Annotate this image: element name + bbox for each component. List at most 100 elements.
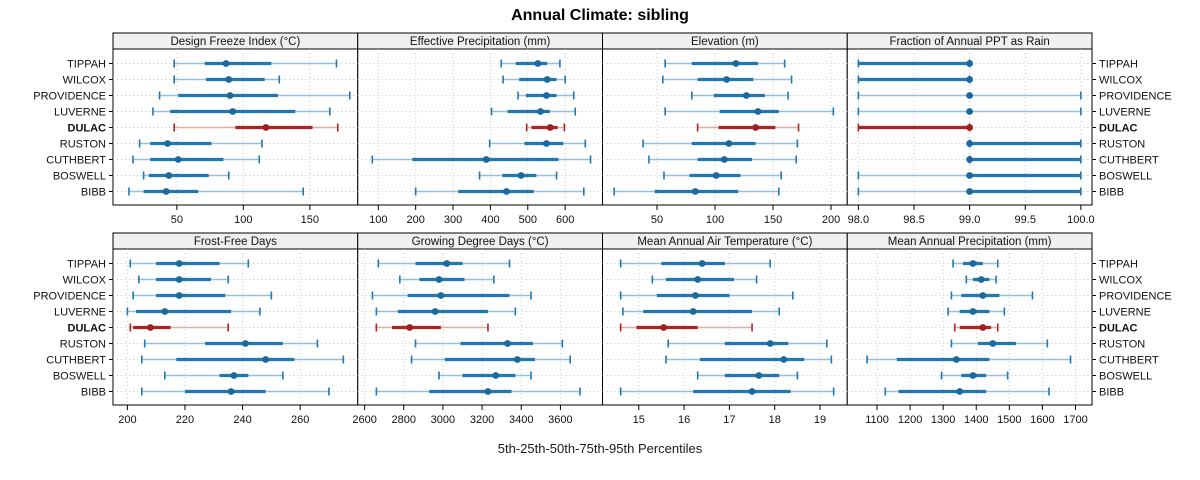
median-dot (174, 156, 182, 163)
series-cuthbert (371, 155, 592, 164)
x-tick-label: 200 (118, 414, 136, 426)
median-dot (969, 372, 977, 379)
median-dot (262, 124, 270, 131)
row-label-left-wilcox: WILCOX (63, 275, 107, 287)
series-wilcox (965, 275, 997, 284)
median-dot (977, 276, 985, 283)
median-dot (979, 292, 987, 299)
median-dot (227, 388, 235, 395)
row-label-left-tippah: TIPPAH (67, 59, 106, 71)
panel-title: Mean Annual Precipitation (mm) (888, 236, 1052, 248)
median-dot (534, 60, 542, 67)
series-wilcox (502, 75, 566, 84)
row-label-left-boswell: BOSWELL (53, 371, 106, 383)
panel-title: Elevation (m) (691, 36, 759, 48)
x-tick-label: 300 (444, 214, 462, 226)
series-ruston (966, 139, 1082, 148)
median-dot (513, 356, 521, 363)
series-cuthbert (966, 155, 1082, 164)
x-tick-label: 3000 (431, 414, 455, 426)
median-dot (546, 124, 554, 131)
panels-container: Design Freeze Index (°C) 50 100 150 Effectiv… (109, 32, 1096, 426)
panel-title: Frost-Free Days (194, 236, 277, 248)
median-dot (543, 76, 551, 83)
row-label-left-providence: PROVIDENCE (33, 91, 106, 103)
median-dot (966, 76, 974, 83)
series-ruston (642, 139, 799, 148)
row-label-left-cuthbert: CUTHBERT (46, 355, 106, 367)
median-dot (660, 324, 668, 331)
median-dot (262, 356, 270, 363)
x-tick-label: 500 (519, 214, 537, 226)
median-dot (966, 188, 974, 195)
x-tick-label: 50 (651, 214, 663, 226)
series-boswell (696, 371, 799, 380)
median-dot (484, 388, 492, 395)
series-bibb (375, 387, 581, 396)
panel-title: Fraction of Annual PPT as Rain (890, 36, 1050, 48)
x-tick-label: 98.5 (903, 214, 924, 226)
median-dot (956, 388, 964, 395)
row-label-right-providence: PROVIDENCE (1099, 91, 1172, 103)
x-tick-label: 400 (481, 214, 499, 226)
median-dot (230, 372, 238, 379)
median-dot (691, 188, 699, 195)
x-tick-label: 3200 (470, 414, 494, 426)
series-dulac (619, 323, 753, 332)
panel-design-freeze-index: Design Freeze Index (°C) 50 100 150 (109, 32, 359, 226)
x-tick-label: 260 (291, 414, 309, 426)
series-providence (950, 291, 1034, 300)
series-providence (691, 91, 789, 100)
row-label-right-providence: PROVIDENCE (1099, 291, 1172, 303)
median-dot (225, 76, 233, 83)
median-dot (543, 92, 550, 99)
series-tippah (664, 59, 786, 68)
row-label-right-cuthbert: CUTHBERT (1099, 155, 1159, 167)
row-label-right-cuthbert: CUTHBERT (1099, 355, 1159, 367)
series-tippah (857, 59, 974, 68)
median-dot (689, 308, 697, 315)
series-bibb (613, 187, 780, 196)
series-ruston (488, 139, 587, 148)
x-tick-label: 2600 (352, 414, 376, 426)
median-dot (966, 156, 974, 163)
x-tick-label: 100.0 (1067, 214, 1095, 226)
row-label-left-providence: PROVIDENCE (33, 291, 106, 303)
series-boswell (663, 171, 782, 180)
x-tick-label: 150 (301, 214, 319, 226)
x-tick-label: 240 (233, 414, 251, 426)
series-wilcox (399, 275, 495, 284)
median-dot (966, 172, 974, 179)
series-cuthbert (665, 355, 833, 364)
median-dot (504, 340, 511, 347)
series-luverne (622, 307, 781, 316)
median-dot (161, 308, 169, 315)
median-dot (694, 276, 702, 283)
panel-elevation: Elevation (m) 50 100 150 200 (602, 32, 848, 226)
series-providence (132, 291, 273, 300)
median-dot (754, 108, 762, 115)
panel-fraction-ppt-rain: Fraction of Annual PPT as Rain 98.0 98.5 99… (846, 32, 1096, 226)
median-dot (503, 188, 510, 195)
median-dot (443, 260, 451, 267)
x-tick-label: 15 (633, 414, 645, 426)
panel-mean-annual-air-temperature: Mean Annual Air Temperature (°C) 15 16 17 18… (602, 232, 848, 426)
series-bibb (857, 187, 1082, 196)
x-tick-label: 1300 (931, 414, 955, 426)
series-bibb (884, 387, 1050, 396)
x-tick-label: 18 (769, 414, 781, 426)
row-label-left-tippah: TIPPAH (67, 259, 106, 271)
series-cuthbert (648, 155, 798, 164)
series-luverne (947, 307, 1006, 316)
median-dot (162, 188, 170, 195)
series-ruston (414, 339, 564, 348)
row-label-right-bibb: BIBB (1099, 387, 1124, 399)
row-label-left-ruston: RUSTON (60, 139, 106, 151)
x-tick-label: 16 (678, 414, 690, 426)
panel-effective-precipitation: Effective Precipitation (mm) 100 200 300 400… (357, 32, 603, 226)
series-wilcox (138, 275, 229, 284)
series-wilcox (173, 75, 281, 84)
median-dot (780, 356, 788, 363)
x-tick-label: 3400 (509, 414, 533, 426)
row-label-right-wilcox: WILCOX (1099, 275, 1143, 287)
